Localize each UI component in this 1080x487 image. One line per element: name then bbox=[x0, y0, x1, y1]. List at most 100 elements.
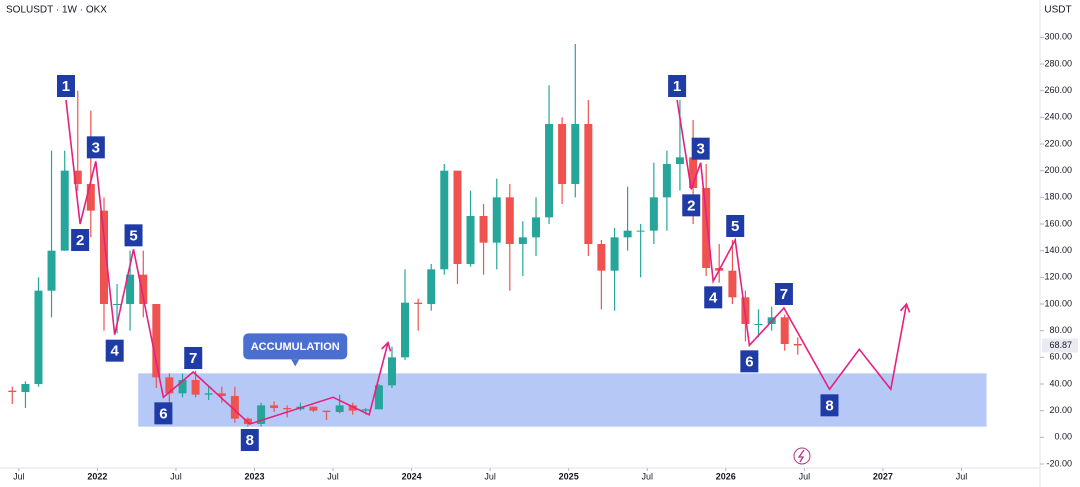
candle-body bbox=[793, 344, 802, 346]
wave-label-box bbox=[820, 394, 839, 417]
wave-path bbox=[65, 99, 389, 425]
candle-body bbox=[47, 250, 56, 291]
accumulation-zone bbox=[138, 373, 987, 427]
candle-body bbox=[8, 390, 17, 392]
x-tick-label: Jul bbox=[13, 471, 25, 481]
candle-body bbox=[505, 197, 514, 244]
candle-body bbox=[165, 377, 174, 394]
candle-body bbox=[518, 237, 527, 244]
candle-body bbox=[21, 384, 30, 392]
y-tick-label: 120.00 bbox=[1044, 272, 1072, 282]
candle-body bbox=[780, 317, 789, 344]
x-tick-label: Jul bbox=[641, 471, 653, 481]
candle-body bbox=[675, 157, 684, 164]
candle-body bbox=[702, 188, 711, 268]
candle-body bbox=[558, 124, 567, 184]
candle-body bbox=[100, 210, 108, 304]
y-tick-label: 60.00 bbox=[1049, 352, 1072, 362]
x-tick-label: 2023 bbox=[244, 471, 264, 481]
candle-body bbox=[492, 197, 501, 243]
y-tick-label: 40.00 bbox=[1049, 378, 1072, 388]
wave-label: 6 bbox=[745, 353, 753, 370]
candle-body bbox=[374, 385, 383, 410]
wave-label-box bbox=[774, 283, 793, 305]
candle-body bbox=[178, 380, 187, 394]
candle-body bbox=[571, 124, 580, 184]
wave-label: 6 bbox=[159, 405, 167, 422]
callout-label: ACCUMULATION bbox=[251, 341, 340, 353]
wave-label-box bbox=[124, 224, 143, 247]
wave-label-box bbox=[184, 347, 203, 369]
wave-arrowhead bbox=[899, 302, 911, 313]
candle-body bbox=[545, 124, 554, 218]
candle-body bbox=[348, 405, 357, 411]
candle-body bbox=[34, 290, 43, 384]
wave-label: 1 bbox=[673, 78, 681, 95]
candle-body bbox=[584, 124, 593, 244]
candle-body bbox=[113, 304, 122, 305]
x-tick-label: 2022 bbox=[87, 471, 107, 481]
candle-body bbox=[322, 410, 331, 412]
candle-body bbox=[649, 197, 658, 231]
wave-label-box bbox=[71, 229, 90, 251]
wave-label-box bbox=[704, 286, 723, 309]
callout-box bbox=[243, 333, 348, 360]
candle-body bbox=[335, 405, 344, 412]
wave-label: 3 bbox=[696, 141, 704, 158]
candle-body bbox=[204, 393, 213, 395]
wave-label-box bbox=[56, 75, 75, 97]
candle-body bbox=[152, 304, 161, 378]
y-tick-label: 160.00 bbox=[1044, 218, 1072, 228]
candle-body bbox=[623, 230, 632, 238]
candle-body bbox=[86, 184, 95, 211]
candle-body bbox=[597, 244, 606, 271]
candle-body bbox=[689, 157, 698, 188]
candle-body bbox=[387, 357, 396, 386]
candle-body bbox=[361, 409, 370, 411]
wave-label-box bbox=[105, 339, 124, 362]
candle-body bbox=[60, 170, 69, 251]
y-tick-label: 240.00 bbox=[1044, 112, 1072, 122]
candle-body bbox=[230, 396, 239, 419]
wave-label: 3 bbox=[92, 139, 100, 156]
candle-body bbox=[217, 393, 226, 396]
y-tick-label: 0.00 bbox=[1054, 432, 1072, 442]
y-tick-label: 260.00 bbox=[1044, 85, 1072, 95]
candle-body bbox=[466, 216, 475, 264]
x-tick-label: 2026 bbox=[716, 471, 736, 481]
x-tick-label: 2024 bbox=[402, 471, 422, 481]
callout-pointer bbox=[291, 359, 300, 367]
axis-unit: USDT bbox=[1044, 5, 1071, 16]
wave-path bbox=[676, 99, 908, 392]
candle-body bbox=[73, 170, 82, 184]
y-tick-label: 100.00 bbox=[1044, 298, 1072, 308]
candle-body bbox=[754, 324, 763, 325]
candle-body bbox=[662, 164, 671, 198]
y-tick-label: 180.00 bbox=[1044, 192, 1072, 202]
y-tick-label: -20.00 bbox=[1046, 458, 1072, 468]
wave-label-box bbox=[668, 75, 687, 97]
candle-body bbox=[532, 217, 541, 238]
candle-body bbox=[139, 274, 148, 304]
wave-label: 1 bbox=[62, 78, 70, 95]
candle-body bbox=[401, 302, 410, 358]
last-price-box bbox=[1042, 338, 1078, 353]
wave-label-box bbox=[240, 429, 259, 451]
wave-label: 8 bbox=[246, 432, 254, 449]
y-tick-label: 300.00 bbox=[1044, 32, 1072, 42]
wave-label-box bbox=[682, 194, 701, 217]
candle-body bbox=[414, 302, 423, 304]
x-tick-label: Jul bbox=[327, 471, 339, 481]
x-tick-label: Jul bbox=[170, 471, 182, 481]
wave-label-box bbox=[154, 402, 173, 425]
event-icon bbox=[797, 449, 805, 463]
wave-label: 5 bbox=[129, 227, 137, 244]
wave-label-box bbox=[691, 137, 710, 160]
x-tick-label: Jul bbox=[956, 471, 968, 481]
candle-body bbox=[440, 170, 449, 270]
wave-label: 7 bbox=[780, 286, 788, 303]
candle-body bbox=[257, 405, 266, 424]
x-tick-label: 2027 bbox=[873, 471, 893, 481]
